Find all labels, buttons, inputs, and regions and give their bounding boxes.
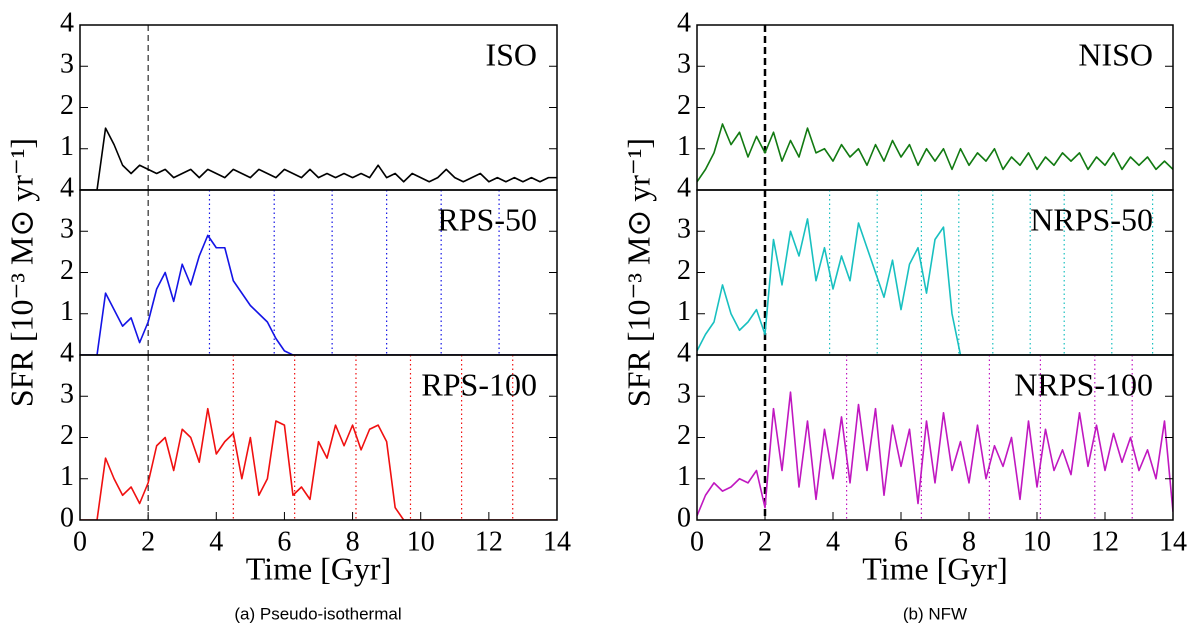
x-tick-label: 8: [962, 526, 976, 557]
y-tick-label: 1: [677, 131, 691, 162]
x-tick-label: 4: [826, 526, 840, 557]
x-tick-label: 10: [407, 526, 435, 557]
x-tick-label: 12: [1091, 526, 1119, 557]
sfr-line: [697, 123, 1173, 183]
y-tick-label: 1: [60, 296, 74, 327]
y-tick-label: 4: [677, 7, 691, 38]
y-tick-label: 4: [677, 172, 691, 203]
y-tick-label: 3: [60, 214, 74, 245]
x-tick-label: 4: [209, 526, 223, 557]
panel-label: NRPS-100: [1014, 366, 1153, 402]
y-tick-label: 3: [677, 49, 691, 80]
y-tick-label: 2: [60, 420, 74, 451]
x-tick-label: 14: [1159, 526, 1187, 557]
y-tick-label: 4: [677, 337, 691, 368]
y-tick-label: 4: [60, 7, 74, 38]
x-tick-label: 8: [346, 526, 360, 557]
panel-label: RPS-100: [421, 366, 537, 402]
y-tick-label: 1: [60, 131, 74, 162]
sfr-line: [80, 127, 557, 190]
x-tick-label: 10: [1023, 526, 1051, 557]
sfr-line: [697, 218, 1173, 355]
y-tick-label: 2: [677, 90, 691, 121]
x-axis-label: Time [Gyr]: [862, 550, 1007, 586]
sfr-line: [80, 234, 557, 355]
x-tick-label: 2: [141, 526, 155, 557]
y-tick-label: 2: [60, 90, 74, 121]
y-tick-label: 3: [677, 379, 691, 410]
x-tick-label: 2: [758, 526, 772, 557]
y-tick-label: 0: [677, 502, 691, 533]
y-tick-label: 4: [60, 337, 74, 368]
y-tick-label: 1: [60, 461, 74, 492]
panel-label: NRPS-50: [1030, 201, 1153, 237]
x-tick-label: 14: [543, 526, 571, 557]
sfr-line: [697, 391, 1173, 517]
x-tick-label: 12: [475, 526, 503, 557]
y-tick-label: 1: [677, 461, 691, 492]
y-tick-label: 2: [60, 255, 74, 286]
panel-label: NISO: [1078, 36, 1153, 72]
y-tick-label: 3: [60, 49, 74, 80]
caption: (a) Pseudo-isothermal: [234, 604, 401, 623]
y-axis-label: SFR [10⁻³ M⊙ yr⁻¹]: [3, 138, 39, 407]
y-tick-label: 3: [677, 214, 691, 245]
x-tick-label: 6: [277, 526, 291, 557]
caption: (b) NFW: [903, 604, 967, 623]
y-tick-label: 2: [677, 255, 691, 286]
sfr-line: [80, 407, 557, 520]
y-tick-label: 4: [60, 172, 74, 203]
panel-label: RPS-50: [437, 201, 537, 237]
x-tick-label: 0: [73, 526, 87, 557]
x-axis-label: Time [Gyr]: [246, 550, 391, 586]
x-tick-label: 0: [690, 526, 704, 557]
y-tick-label: 3: [60, 379, 74, 410]
y-tick-label: 2: [677, 420, 691, 451]
y-tick-label: 1: [677, 296, 691, 327]
x-tick-label: 6: [894, 526, 908, 557]
y-axis-label: SFR [10⁻³ M⊙ yr⁻¹]: [620, 138, 656, 407]
panel-label: ISO: [485, 36, 537, 72]
y-tick-label: 0: [60, 502, 74, 533]
